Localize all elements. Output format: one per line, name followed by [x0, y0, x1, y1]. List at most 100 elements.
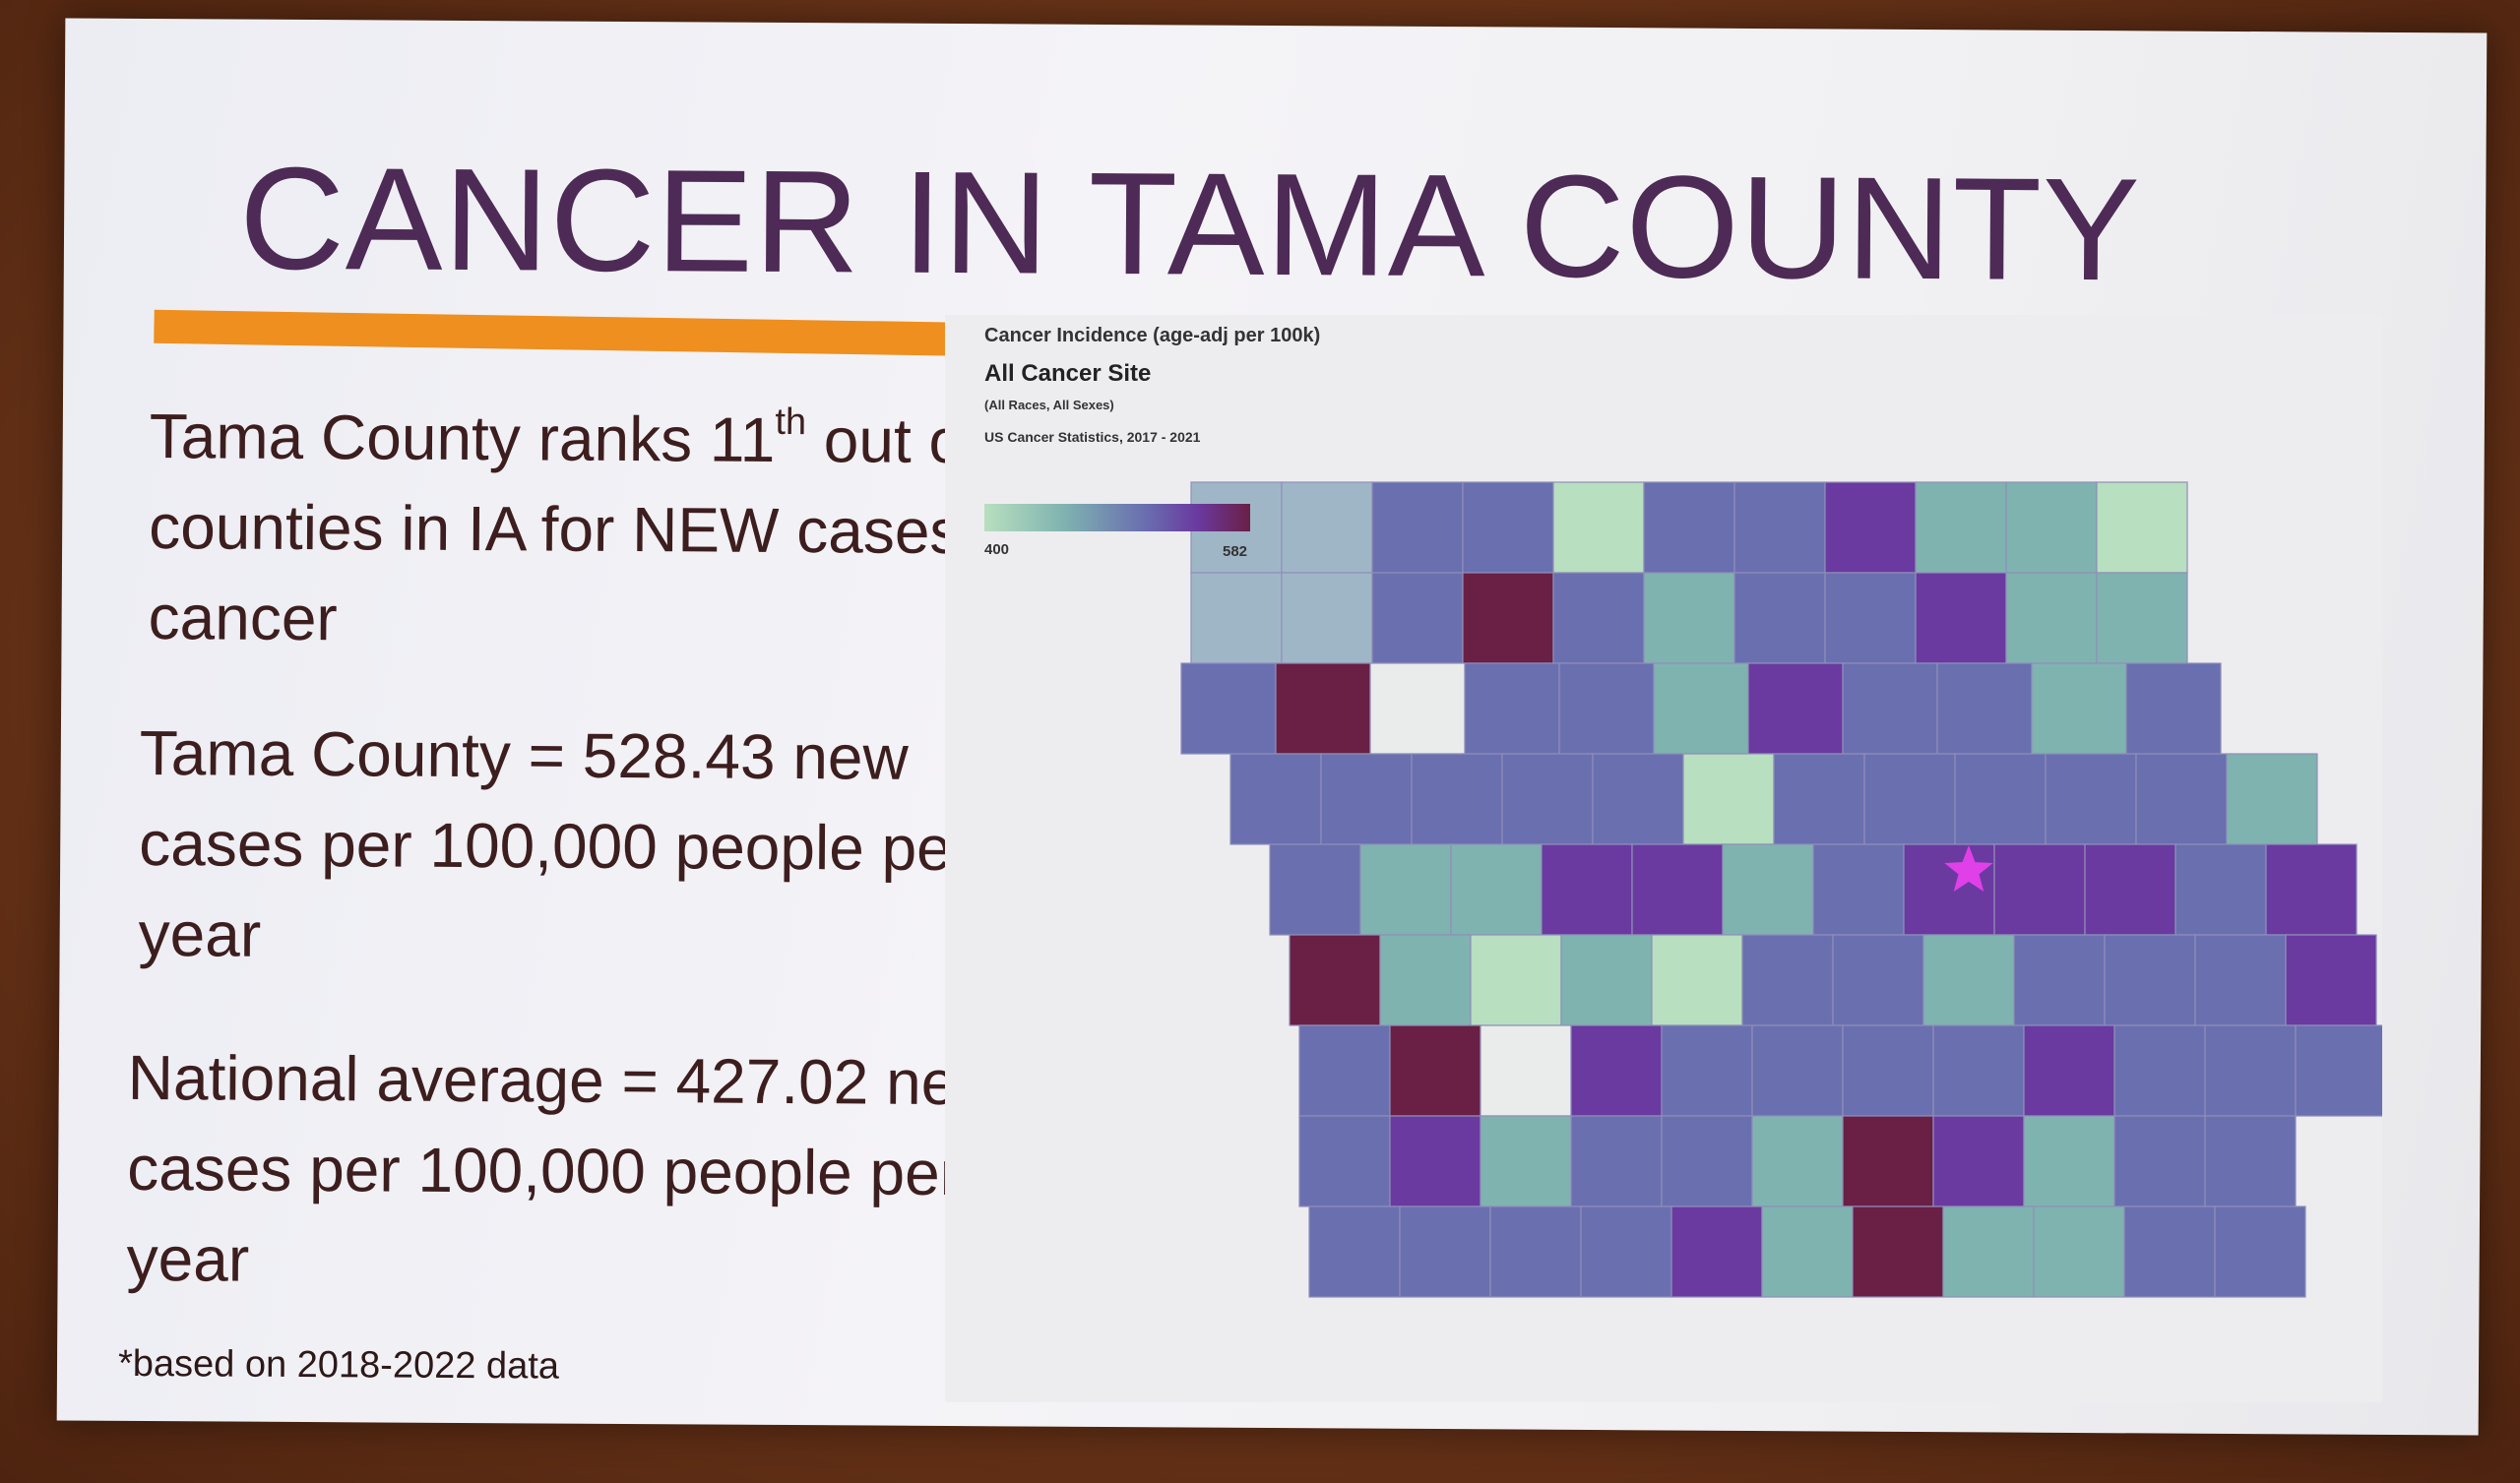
- county-shape: [1389, 1024, 1481, 1117]
- county-shape: [1369, 662, 1466, 755]
- county-shape: [1558, 662, 1655, 755]
- county-shape: [1501, 753, 1594, 845]
- county-shape: [1682, 753, 1775, 845]
- county-shape: [2005, 572, 2098, 664]
- county-shape: [1761, 1205, 1854, 1298]
- county-shape: [1229, 753, 1322, 845]
- county-shape: [2113, 1024, 2206, 1117]
- legend-max-label: 582: [1223, 543, 1248, 560]
- legend-min-label: 400: [984, 541, 1010, 558]
- county-shape: [1733, 481, 1826, 574]
- county-shape: [1298, 1115, 1391, 1207]
- national-average-statement: National average = 427.02 new cases per …: [126, 1041, 1002, 1295]
- county-shape: [2125, 662, 2222, 755]
- county-shape: [1773, 753, 1865, 845]
- county-shape: [1592, 753, 1684, 845]
- county-shape: [1275, 662, 1371, 755]
- county-shape: [1842, 1115, 1934, 1207]
- county-shape: [1842, 662, 1938, 755]
- ranking-ordinal-suffix: th: [775, 401, 807, 444]
- county-shape: [1915, 572, 2007, 664]
- county-shape: [1470, 934, 1562, 1026]
- county-shape: [1389, 1115, 1481, 1207]
- county-shape: [1942, 1205, 2035, 1298]
- county-shape: [1922, 934, 2015, 1026]
- county-shape: [2123, 1205, 2216, 1298]
- county-shape: [1812, 843, 1905, 936]
- slide-title: CANCER IN TAMA COUNTY: [238, 137, 2142, 312]
- county-shape: [1462, 572, 1554, 664]
- county-shape: [1450, 843, 1543, 936]
- county-shape: [1903, 843, 1995, 936]
- county-shape: [2013, 934, 2106, 1026]
- county-shape: [1371, 572, 1464, 664]
- county-shape: [1751, 1115, 1844, 1207]
- county-shape: [1936, 662, 2033, 755]
- county-shape: [1915, 481, 2007, 574]
- county-shape: [1643, 481, 1735, 574]
- county-shape: [1289, 934, 1381, 1026]
- county-shape: [1733, 572, 1826, 664]
- county-shape: [1379, 934, 1472, 1026]
- county-shape: [1190, 572, 1283, 664]
- footnote: *based on 2018-2022 data: [117, 1342, 560, 1388]
- county-shape: [2135, 753, 2228, 845]
- county-shape: [1320, 753, 1413, 845]
- ranking-text-a: Tama County ranks 11: [149, 401, 776, 475]
- county-shape: [2204, 1024, 2297, 1117]
- county-shape: [1281, 481, 1373, 574]
- county-shape: [1824, 481, 1917, 574]
- county-shape: [1954, 753, 2047, 845]
- county-shape: [1281, 572, 1373, 664]
- county-map-panel: [945, 315, 2382, 1402]
- county-shape: [2023, 1115, 2115, 1207]
- county-shape: [2084, 843, 2176, 936]
- accent-bar: [154, 309, 1027, 357]
- county-shape: [1489, 1205, 1582, 1298]
- county-shape: [1269, 843, 1361, 936]
- county-shape: [1371, 481, 1464, 574]
- county-shape: [1560, 934, 1653, 1026]
- county-shape: [1480, 1115, 1572, 1207]
- county-shape: [1552, 572, 1645, 664]
- legend-title: Cancer Incidence (age-adj per 100k): [984, 325, 1321, 346]
- county-shape: [1747, 662, 1844, 755]
- county-shape: [1462, 481, 1554, 574]
- county-shape: [1552, 481, 1645, 574]
- county-shape: [1180, 662, 1277, 755]
- county-shape: [2005, 481, 2098, 574]
- county-shape: [1653, 662, 1749, 755]
- star-icon: [1944, 845, 1993, 892]
- iowa-county-map: [1180, 481, 2382, 1298]
- county-shape: [1993, 843, 2086, 936]
- county-shape: [2033, 1205, 2125, 1298]
- county-shape: [2045, 753, 2137, 845]
- county-shape: [2031, 662, 2127, 755]
- legend-site: All Cancer Site: [984, 360, 1152, 387]
- county-shape: [2226, 753, 2318, 845]
- county-shape: [1824, 572, 1917, 664]
- county-shape: [2096, 572, 2188, 664]
- county-shape: [1399, 1205, 1491, 1298]
- county-shape: [2174, 843, 2267, 936]
- county-shape: [1480, 1024, 1572, 1117]
- county-shape: [1722, 843, 1814, 936]
- county-shape: [1570, 1115, 1663, 1207]
- county-shape: [1298, 1024, 1391, 1117]
- county-shape: [1670, 1205, 1763, 1298]
- county-shape: [1308, 1205, 1401, 1298]
- county-shape: [2214, 1205, 2306, 1298]
- legend-population: (All Races, All Sexes): [984, 398, 1114, 412]
- county-shape: [2113, 1115, 2206, 1207]
- county-shape: [1359, 843, 1452, 936]
- tama-rate-statement: Tama County = 528.43 new cases per 100,0…: [138, 716, 974, 970]
- county-shape: [2023, 1024, 2115, 1117]
- county-shape: [1570, 1024, 1663, 1117]
- county-shape: [2104, 934, 2196, 1026]
- county-shape: [1464, 662, 1560, 755]
- county-shape: [1651, 934, 1743, 1026]
- county-shape: [2285, 934, 2377, 1026]
- county-shape: [1643, 572, 1735, 664]
- county-shape: [1832, 934, 1924, 1026]
- county-shape: [1751, 1024, 1844, 1117]
